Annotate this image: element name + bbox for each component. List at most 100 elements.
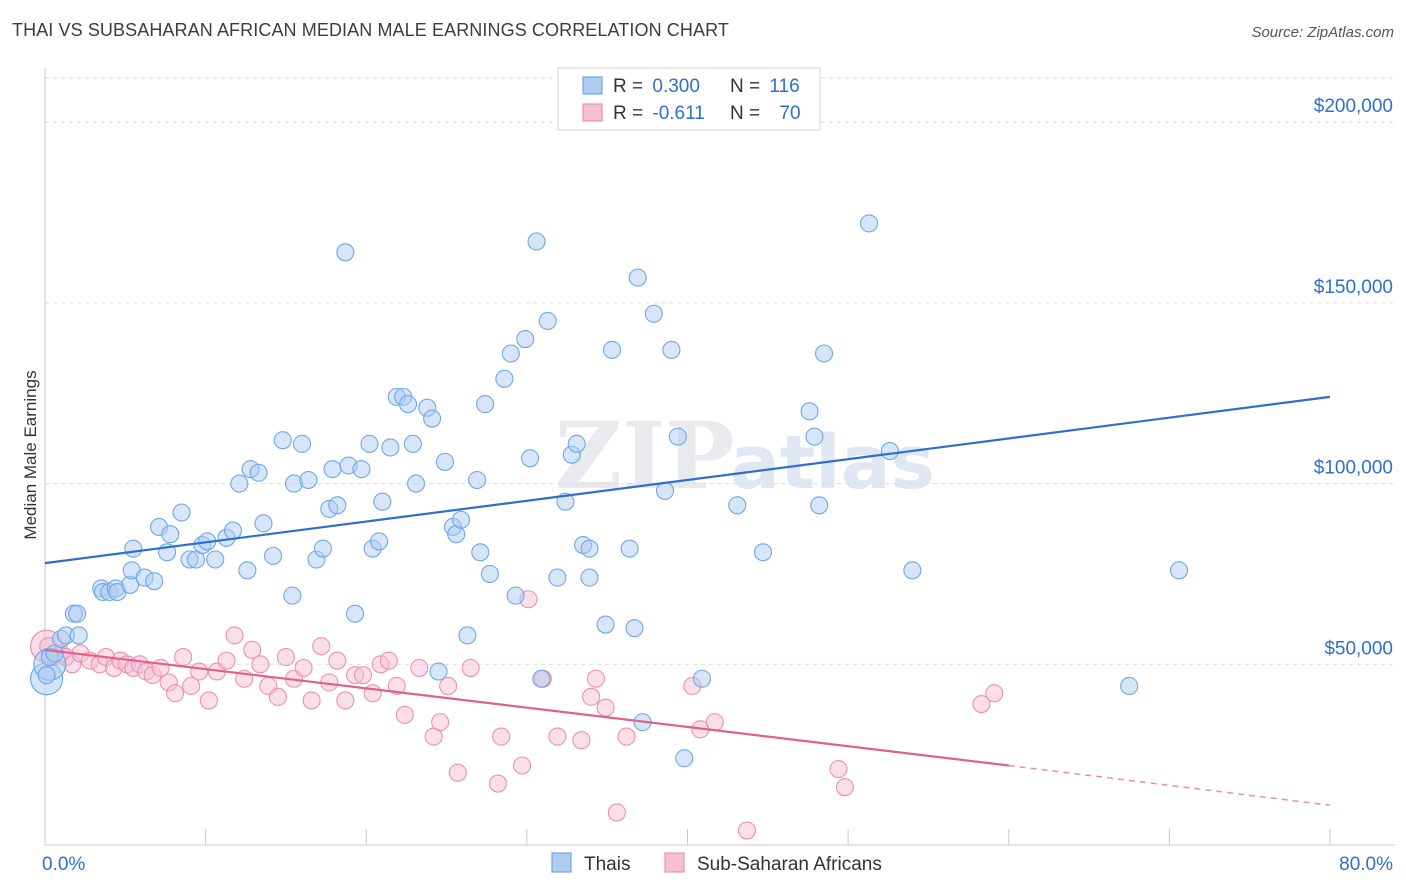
thais-point — [800, 402, 819, 421]
thais-point — [352, 460, 371, 479]
stats-r-value-thais: 0.300 — [652, 76, 700, 97]
svg-text:N = 70: N = 70 — [730, 103, 801, 124]
chart-title: THAI VS SUBSAHARAN AFRICAN MEDIAN MALE E… — [12, 20, 729, 40]
thais-point — [161, 525, 180, 544]
thais-point — [468, 470, 487, 490]
svg-text:R = -0.611: R = -0.611 — [613, 103, 705, 124]
stats-r-value-sub-saharan: -0.611 — [652, 103, 704, 124]
sub-saharan-point — [363, 684, 382, 703]
sub-saharan-point — [217, 651, 236, 670]
legend-swatch-sub-saharan — [664, 852, 685, 873]
legend-label-sub-saharan: Sub-Saharan Africans — [697, 854, 882, 875]
sub-saharan-point — [582, 687, 601, 706]
thais-point — [580, 539, 599, 558]
sub-saharan-point — [302, 691, 321, 710]
thais-point — [810, 496, 829, 515]
thais-point — [145, 572, 164, 591]
sub-saharan-point — [410, 658, 429, 677]
sub-saharan-point — [251, 655, 270, 674]
thais-point — [406, 474, 426, 493]
sub-saharan-point — [276, 648, 295, 667]
sub-saharan-point — [972, 695, 991, 714]
chart-source: Source: ZipAtlas.com — [1251, 24, 1394, 41]
thais-point — [903, 561, 922, 580]
stats-n-label-thais: N = — [730, 76, 765, 97]
thais-point — [805, 427, 824, 446]
sub-saharan-point — [395, 705, 414, 724]
sub-saharan-point — [166, 684, 185, 703]
thais-point — [580, 568, 599, 587]
trend-lines — [44, 395, 1331, 806]
thais-point — [68, 604, 87, 623]
sub-saharan-point — [548, 727, 567, 746]
thais-point — [625, 619, 644, 638]
thais-point — [753, 543, 773, 562]
series-legend: Thais Sub-Saharan Africans — [551, 852, 882, 875]
thais-point — [423, 409, 442, 428]
thais-point — [223, 521, 242, 540]
thais-point — [238, 561, 257, 580]
sub-saharan-point — [243, 640, 262, 659]
thais-point — [527, 232, 546, 251]
thais-point — [1120, 676, 1139, 696]
x-tick-label: 0.0% — [42, 854, 85, 875]
thais-point — [381, 438, 400, 457]
stats-legend: R = 0.300 N = 116 R = -0.611 N = 70 — [557, 67, 821, 131]
sub-saharan-point — [387, 676, 406, 696]
y-tick-labels: $50,000 $100,000 $150,000 $200,000 — [1314, 96, 1393, 659]
sub-saharan-point — [572, 731, 591, 750]
thais-point — [668, 427, 687, 446]
sub-saharan-point — [336, 691, 355, 710]
thais-point — [602, 340, 622, 359]
thais-point — [458, 626, 477, 645]
sub-saharan-point — [607, 803, 626, 822]
sub-saharan-point — [835, 778, 854, 797]
sub-saharan-point — [829, 760, 848, 779]
x-ticks — [44, 829, 1331, 845]
thais-point — [451, 510, 471, 529]
thais-point — [273, 431, 292, 450]
sub-saharan-point — [174, 648, 193, 667]
stats-r-label-thais: R = — [613, 76, 648, 97]
thais-point — [495, 369, 514, 388]
sub-saharan-point — [431, 713, 450, 732]
thais-point — [532, 669, 551, 688]
sub-saharan-point — [586, 669, 605, 688]
thais-point — [429, 662, 448, 681]
thais-point — [37, 666, 56, 685]
thais-point — [548, 568, 567, 587]
sub-saharan-point — [294, 658, 313, 677]
trend-line-sub-saharan-extrapolated — [1008, 764, 1331, 806]
thais-point — [313, 539, 332, 558]
svg-text:atlas: atlas — [730, 420, 935, 506]
sub-saharan-point — [353, 666, 373, 685]
sub-saharan-point — [461, 658, 480, 677]
y-tick-label: $150,000 — [1314, 277, 1393, 298]
svg-text:ZIP: ZIP — [555, 402, 734, 510]
sub-saharan-point — [225, 626, 244, 645]
sub-saharan-point — [513, 756, 532, 775]
thais-point — [249, 463, 268, 482]
thais-point — [620, 539, 639, 558]
sub-saharan-point — [379, 651, 398, 670]
thais-point — [1169, 561, 1189, 580]
thais-point — [435, 452, 455, 471]
thais-point — [506, 586, 525, 605]
thais-point — [692, 669, 712, 688]
thais-point — [360, 434, 379, 453]
thais-point — [538, 311, 557, 331]
stats-n-value-sub-saharan: 70 — [779, 103, 800, 124]
thais-point — [264, 546, 283, 565]
sub-saharan-point — [596, 698, 615, 717]
axes — [44, 68, 1395, 846]
thais-point — [292, 434, 312, 453]
sub-saharan-point — [199, 691, 218, 710]
thais-point — [206, 550, 225, 569]
thais-point — [172, 503, 191, 522]
svg-text:N = 116: N = 116 — [730, 76, 800, 97]
sub-saharan-point — [492, 727, 511, 746]
stats-n-value-thais: 116 — [769, 76, 799, 97]
thais-point — [370, 532, 389, 551]
thais-point — [471, 543, 490, 562]
